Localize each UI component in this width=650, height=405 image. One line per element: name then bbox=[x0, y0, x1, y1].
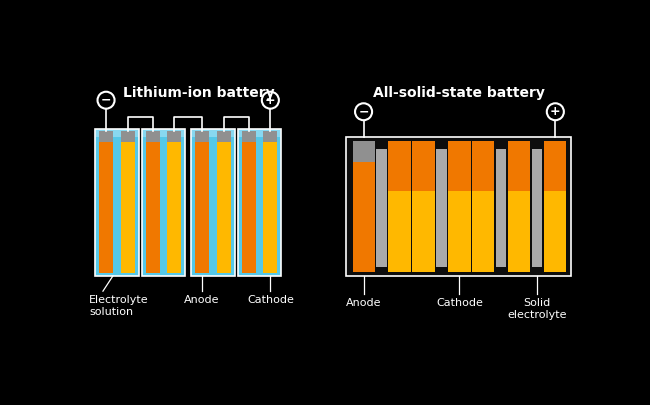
Bar bbox=[238, 130, 281, 276]
Bar bbox=[242, 142, 255, 273]
Bar bbox=[167, 131, 181, 142]
Bar bbox=[413, 191, 435, 272]
Bar bbox=[376, 149, 387, 266]
Text: Electrolyte
solution: Electrolyte solution bbox=[89, 295, 149, 317]
Text: Anode: Anode bbox=[185, 295, 220, 305]
Text: +: + bbox=[265, 94, 276, 107]
Bar bbox=[448, 191, 471, 272]
Bar bbox=[263, 142, 278, 273]
Circle shape bbox=[98, 92, 114, 109]
Bar bbox=[544, 162, 566, 191]
Bar bbox=[238, 130, 281, 276]
Bar bbox=[389, 141, 411, 191]
Bar bbox=[99, 131, 113, 142]
Bar bbox=[497, 149, 506, 266]
Bar bbox=[217, 142, 231, 273]
Bar bbox=[142, 130, 185, 276]
Text: +: + bbox=[550, 105, 561, 118]
Bar bbox=[192, 130, 234, 137]
Bar bbox=[346, 137, 571, 276]
Circle shape bbox=[547, 103, 564, 120]
Bar bbox=[99, 142, 113, 273]
Bar bbox=[142, 130, 185, 276]
Bar bbox=[96, 130, 138, 137]
Text: All-solid-state battery: All-solid-state battery bbox=[372, 86, 545, 100]
Bar bbox=[146, 142, 159, 273]
Bar bbox=[508, 141, 530, 191]
Bar bbox=[544, 191, 566, 272]
Bar bbox=[413, 141, 435, 191]
Bar bbox=[436, 149, 447, 266]
Bar bbox=[448, 141, 471, 191]
Text: Cathode: Cathode bbox=[436, 298, 483, 308]
Bar bbox=[473, 191, 495, 272]
Circle shape bbox=[355, 103, 372, 120]
Bar bbox=[142, 130, 185, 137]
Bar bbox=[508, 191, 530, 272]
Bar bbox=[195, 142, 209, 273]
Bar bbox=[95, 130, 138, 276]
Bar bbox=[473, 141, 495, 191]
Text: Lithium-ion battery: Lithium-ion battery bbox=[124, 86, 275, 100]
Text: −: − bbox=[101, 94, 111, 107]
Bar bbox=[167, 142, 181, 273]
Bar bbox=[195, 131, 209, 142]
Bar bbox=[242, 131, 255, 142]
Bar bbox=[217, 131, 231, 142]
Bar bbox=[191, 130, 235, 276]
Text: −: − bbox=[358, 105, 369, 118]
Bar bbox=[532, 149, 543, 266]
Bar bbox=[263, 131, 278, 142]
Bar bbox=[121, 142, 135, 273]
Text: Cathode: Cathode bbox=[247, 295, 294, 305]
Bar bbox=[544, 141, 566, 162]
Bar bbox=[239, 130, 280, 137]
Circle shape bbox=[262, 92, 279, 109]
Bar bbox=[352, 162, 374, 272]
Bar bbox=[191, 130, 235, 276]
Bar bbox=[389, 191, 411, 272]
Bar bbox=[146, 131, 159, 142]
Bar bbox=[95, 130, 138, 276]
Text: Solid
electrolyte: Solid electrolyte bbox=[508, 298, 567, 320]
Text: Anode: Anode bbox=[346, 298, 382, 308]
Bar bbox=[346, 137, 571, 276]
Bar bbox=[352, 141, 374, 162]
Bar bbox=[121, 131, 135, 142]
